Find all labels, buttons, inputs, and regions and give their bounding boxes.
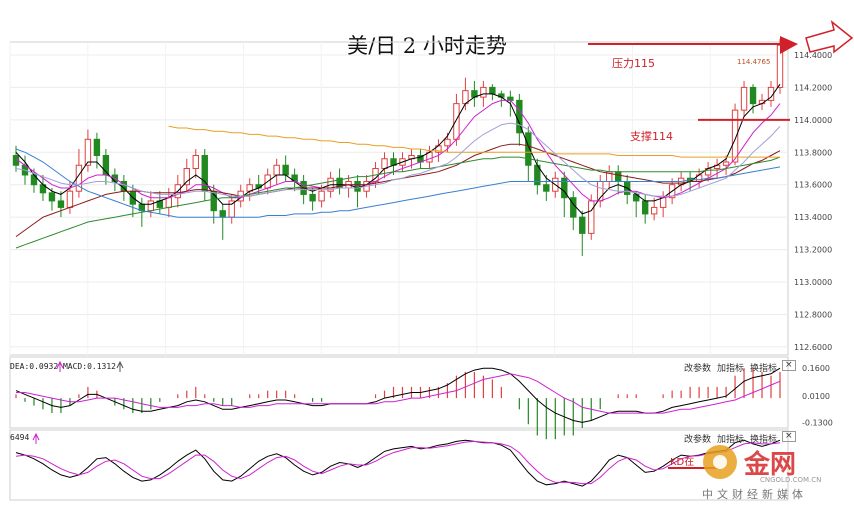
macd-change-params-button[interactable]: 改参数	[684, 364, 712, 374]
panel-frame	[9, 356, 789, 429]
kd-d-line	[15, 440, 781, 485]
candle-body	[309, 193, 316, 202]
kd-k-line	[15, 439, 781, 487]
price-tick-label: 114.2000	[794, 83, 832, 92]
candle-body	[444, 138, 451, 147]
last-price-label: 114.4765	[737, 58, 770, 66]
panel-frame	[9, 429, 789, 501]
moving-average-line	[15, 122, 781, 197]
candle-body	[561, 177, 568, 199]
chart-title: 美/日 2 小时走势	[347, 34, 507, 58]
kd-annotation: KD在	[670, 457, 695, 468]
candle-body	[282, 164, 289, 176]
candle-body	[659, 197, 667, 208]
candle-body	[588, 200, 595, 234]
candle-body	[740, 86, 748, 111]
outline-arrow-icon	[805, 20, 854, 54]
candle-body	[641, 200, 649, 215]
macd-tick-label: -0.1300	[802, 418, 833, 427]
moving-average-line	[15, 143, 781, 238]
candle-body	[525, 132, 532, 166]
moving-average-line	[15, 148, 781, 218]
price-tick-label: 114.4000	[794, 51, 832, 60]
macd-tick-label: 0.0100	[802, 392, 830, 401]
up-arrow-icon	[56, 360, 64, 372]
kd-change-params-button[interactable]: 改参数	[684, 435, 712, 445]
candle-body	[219, 210, 226, 218]
watermark-brand: 金网	[744, 450, 797, 480]
kd-close-button[interactable]: ×	[782, 431, 796, 442]
moving-average-line	[15, 83, 781, 215]
support-label: 支撑114	[630, 130, 673, 143]
candle-body	[84, 138, 92, 166]
candle-body	[453, 103, 460, 140]
moving-average-line	[15, 156, 781, 249]
watermark-logo-inner	[713, 455, 727, 469]
candle-body	[183, 167, 190, 186]
price-tick-label: 113.4000	[794, 213, 832, 222]
kd-switch-indicator-button[interactable]: 换指标	[750, 435, 778, 445]
candle-body	[273, 164, 280, 176]
macd-switch-indicator-button[interactable]: 换指标	[750, 364, 778, 374]
price-tick-label: 112.6000	[794, 343, 832, 352]
candle-body	[507, 96, 514, 101]
up-arrow-icon	[32, 432, 40, 444]
resistance-label: 压力115	[612, 57, 655, 70]
kd-label: 6494	[10, 433, 30, 442]
price-tick-label: 112.8000	[794, 310, 832, 319]
candle-body	[749, 86, 757, 105]
macd-dif-line	[15, 367, 781, 423]
candle-body	[650, 206, 658, 215]
candle-body	[579, 216, 586, 234]
macd-close-button[interactable]: ×	[782, 360, 796, 371]
macd-add-indicator-button[interactable]: 加指标	[717, 364, 745, 374]
macd-dea-line	[16, 373, 781, 414]
macd-label: DEA:0.0932 MACD:0.1312	[10, 362, 116, 371]
macd-tick-label: 0.1600	[802, 364, 830, 373]
price-tick-label: 113.6000	[794, 181, 832, 190]
candle-body	[731, 109, 739, 163]
candle-body	[489, 86, 496, 95]
price-tick-label: 113.0000	[794, 278, 832, 287]
candle-body	[48, 192, 56, 202]
candle-body	[147, 200, 155, 212]
resistance-arrow	[780, 36, 798, 54]
candle-body	[381, 158, 388, 169]
watermark-subtitle: 中文财经新媒体	[702, 488, 807, 501]
candle-body	[480, 86, 487, 98]
kd-add-indicator-button[interactable]: 加指标	[717, 435, 745, 445]
candle-body	[192, 155, 199, 169]
price-tick-label: 114.0000	[794, 116, 832, 125]
candle-body	[66, 190, 74, 208]
candle-body	[57, 200, 65, 208]
watermark-url: CNGOLD.COM.CN	[760, 476, 822, 484]
up-arrow-icon	[116, 360, 124, 372]
candle-body	[354, 180, 361, 192]
candle-body	[318, 190, 325, 202]
candle-body	[615, 171, 622, 182]
candle-body	[722, 161, 730, 166]
price-tick-label: 113.2000	[794, 246, 832, 255]
moving-average-line	[15, 99, 781, 202]
candle-body	[165, 197, 172, 208]
moving-average-line	[168, 125, 780, 158]
candle-body	[543, 184, 550, 192]
price-tick-label: 113.8000	[794, 148, 832, 157]
candle-body	[93, 138, 101, 157]
